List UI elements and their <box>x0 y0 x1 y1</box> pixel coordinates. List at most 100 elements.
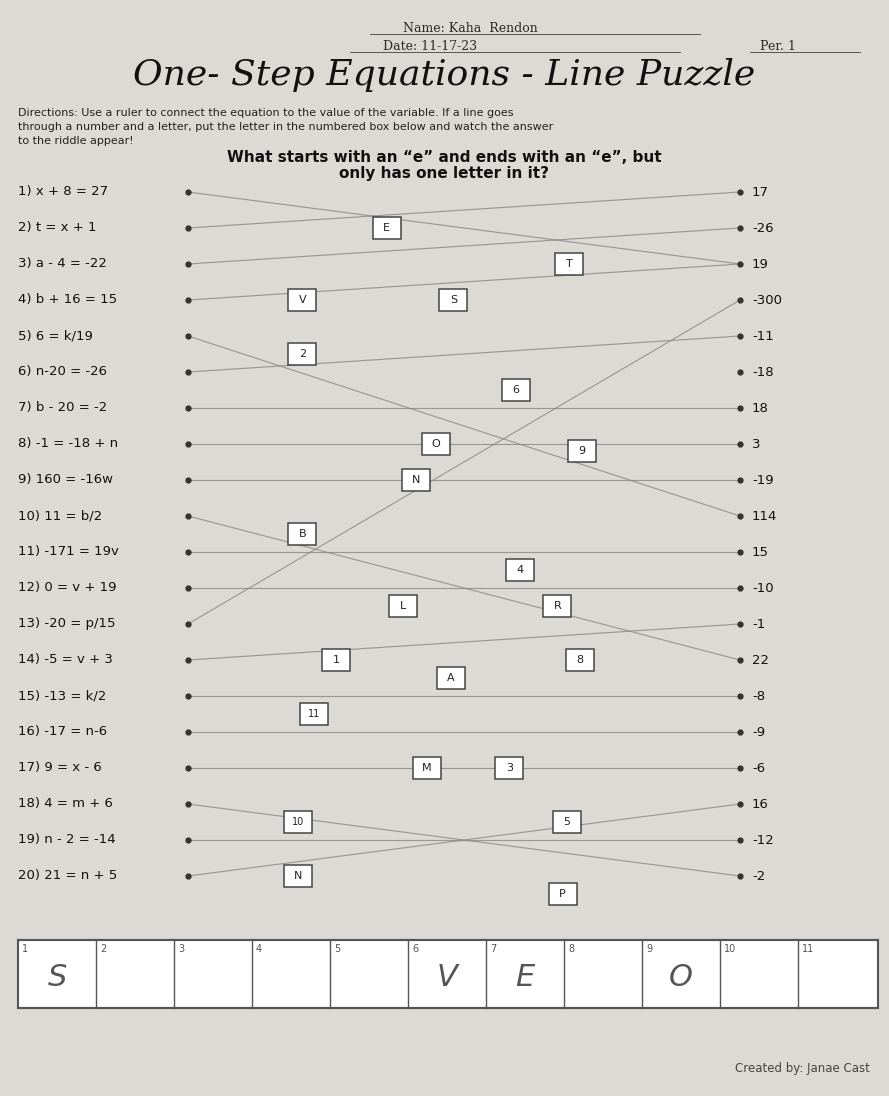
Text: 18: 18 <box>752 401 769 414</box>
Text: 10) 11 = b/2: 10) 11 = b/2 <box>18 510 102 523</box>
Text: -18: -18 <box>752 365 773 378</box>
Text: -19: -19 <box>752 473 773 487</box>
Text: Name: Kaha  Rendon: Name: Kaha Rendon <box>403 22 537 35</box>
Text: R: R <box>554 601 561 610</box>
Bar <box>18 940 878 1008</box>
Text: 2: 2 <box>100 944 107 954</box>
Text: Per. 1: Per. 1 <box>760 39 796 53</box>
Bar <box>284 811 312 833</box>
Text: 17: 17 <box>752 185 769 198</box>
Bar <box>568 441 597 463</box>
Text: V: V <box>299 295 306 305</box>
Text: 5) 6 = k/19: 5) 6 = k/19 <box>18 330 92 342</box>
Text: M: M <box>422 763 431 773</box>
Bar <box>501 379 530 401</box>
Text: 16) -17 = n-6: 16) -17 = n-6 <box>18 726 108 739</box>
Text: O: O <box>669 963 693 993</box>
Text: 15: 15 <box>752 546 769 559</box>
Text: 1) x + 8 = 27: 1) x + 8 = 27 <box>18 185 108 198</box>
Bar <box>300 703 328 724</box>
Bar <box>388 595 417 617</box>
Text: P: P <box>559 889 566 899</box>
Text: 6: 6 <box>512 385 519 395</box>
Text: 6: 6 <box>412 944 418 954</box>
Text: Date: 11-17-23: Date: 11-17-23 <box>383 39 477 53</box>
Bar <box>372 217 401 239</box>
Text: 19) n - 2 = -14: 19) n - 2 = -14 <box>18 833 116 846</box>
Bar <box>439 289 468 311</box>
Text: 8: 8 <box>576 655 583 665</box>
Bar <box>402 469 430 491</box>
Text: E: E <box>383 222 390 233</box>
Text: -2: -2 <box>752 869 765 882</box>
Bar <box>555 253 583 275</box>
Text: 19: 19 <box>752 258 769 271</box>
Text: 3: 3 <box>752 437 760 450</box>
Text: One- Step Equations - Line Puzzle: One- Step Equations - Line Puzzle <box>132 58 755 92</box>
Text: 15) -13 = k/2: 15) -13 = k/2 <box>18 689 107 703</box>
Text: T: T <box>565 259 573 269</box>
Text: 16: 16 <box>752 798 769 811</box>
Text: L: L <box>399 601 406 610</box>
Bar <box>284 865 312 887</box>
Text: 9: 9 <box>579 446 586 456</box>
Bar <box>436 667 465 689</box>
Text: 10: 10 <box>724 944 736 954</box>
Text: A: A <box>447 673 454 683</box>
Text: -26: -26 <box>752 221 773 235</box>
Text: 5: 5 <box>334 944 340 954</box>
Text: Directions: Use a ruler to connect the equation to the value of the variable. If: Directions: Use a ruler to connect the e… <box>18 109 514 118</box>
Text: 8: 8 <box>568 944 574 954</box>
Text: 1: 1 <box>332 655 340 665</box>
Text: -300: -300 <box>752 294 782 307</box>
Text: 3) a - 4 = -22: 3) a - 4 = -22 <box>18 258 107 271</box>
Text: V: V <box>436 963 458 993</box>
Text: What starts with an “e” and ends with an “e”, but: What starts with an “e” and ends with an… <box>227 150 661 165</box>
Bar <box>565 649 594 671</box>
Bar <box>495 757 524 779</box>
Text: -11: -11 <box>752 330 773 342</box>
Text: -9: -9 <box>752 726 765 739</box>
Text: S: S <box>450 295 457 305</box>
Text: 17) 9 = x - 6: 17) 9 = x - 6 <box>18 762 101 775</box>
Text: Created by: Janae Cast: Created by: Janae Cast <box>735 1062 870 1075</box>
Text: 20) 21 = n + 5: 20) 21 = n + 5 <box>18 869 117 882</box>
Text: -1: -1 <box>752 617 765 630</box>
Text: 11) -171 = 19v: 11) -171 = 19v <box>18 546 119 559</box>
Bar <box>506 559 534 581</box>
Text: 18) 4 = m + 6: 18) 4 = m + 6 <box>18 798 113 811</box>
Bar <box>288 343 316 365</box>
Text: through a number and a letter, put the letter in the numbered box below and watc: through a number and a letter, put the l… <box>18 122 553 132</box>
Text: 9) 160 = -16w: 9) 160 = -16w <box>18 473 113 487</box>
Text: 2: 2 <box>299 349 306 359</box>
Text: 6) n-20 = -26: 6) n-20 = -26 <box>18 365 107 378</box>
Text: 2) t = x + 1: 2) t = x + 1 <box>18 221 97 235</box>
Text: 11: 11 <box>308 709 320 719</box>
Text: 4: 4 <box>256 944 262 954</box>
Text: 8) -1 = -18 + n: 8) -1 = -18 + n <box>18 437 118 450</box>
Text: B: B <box>299 529 306 539</box>
Text: -12: -12 <box>752 833 773 846</box>
Text: -6: -6 <box>752 762 765 775</box>
Text: -10: -10 <box>752 582 773 594</box>
Bar <box>412 757 441 779</box>
Text: 7: 7 <box>490 944 496 954</box>
Text: -8: -8 <box>752 689 765 703</box>
Text: 114: 114 <box>752 510 777 523</box>
Text: 12) 0 = v + 19: 12) 0 = v + 19 <box>18 582 116 594</box>
Text: S: S <box>47 963 67 993</box>
Text: O: O <box>431 439 440 449</box>
Text: only has one letter in it?: only has one letter in it? <box>339 165 549 181</box>
Text: 3: 3 <box>178 944 184 954</box>
Text: 22: 22 <box>752 653 769 666</box>
Text: N: N <box>293 871 302 881</box>
Text: 9: 9 <box>646 944 653 954</box>
Text: 11: 11 <box>802 944 814 954</box>
Text: 4) b + 16 = 15: 4) b + 16 = 15 <box>18 294 117 307</box>
Bar <box>288 289 316 311</box>
Text: to the riddle appear!: to the riddle appear! <box>18 136 133 146</box>
Text: 7) b - 20 = -2: 7) b - 20 = -2 <box>18 401 108 414</box>
Text: 4: 4 <box>517 566 524 575</box>
Text: 10: 10 <box>292 817 304 827</box>
Bar <box>421 433 450 455</box>
